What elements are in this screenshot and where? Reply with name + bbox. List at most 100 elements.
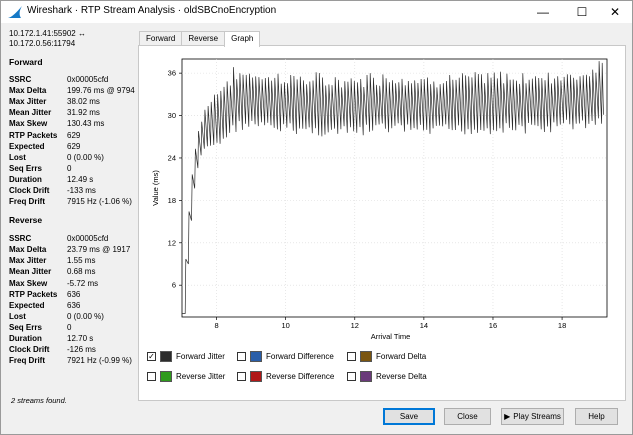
reverse-stat-value: 7921 Hz (-0.99 %) <box>67 356 132 366</box>
forward-stat-value: 130.43 ms <box>67 119 105 129</box>
x-tick-label: 16 <box>489 321 497 330</box>
reverse-stat-row: Lost 0 (0.00 %) <box>9 311 132 322</box>
reverse-stat-label: RTP Packets <box>9 289 58 299</box>
reverse-stat-label: Clock Drift <box>9 345 50 355</box>
forward-stat-value: 12.49 s <box>67 174 94 184</box>
reverse-stat-row: Max Delta 23.79 ms @ 1917 <box>9 244 132 255</box>
reverse-stat-label: Duration <box>9 334 42 344</box>
forward-stat-label: Max Skew <box>9 119 48 129</box>
legend-reverse-jitter[interactable]: Reverse Jitter <box>147 371 225 382</box>
y-tick-label: 6 <box>172 281 176 290</box>
tab-bar: Forward Reverse Graph <box>139 31 261 47</box>
tab-graph[interactable]: Graph <box>224 31 261 47</box>
graph-pane: 8 10 12 14 16 18 6 12 18 24 30 36 Arrival Time Value … <box>138 45 626 401</box>
forward-stat-label: Duration <box>9 174 42 184</box>
reverse-stat-label: Seq Errs <box>9 322 42 332</box>
reverse-stat-label: SSRC <box>9 234 32 244</box>
legend-reverse-difference[interactable]: Reverse Difference <box>237 371 334 382</box>
save-button[interactable]: Save <box>383 408 435 425</box>
forward-stat-label: Freq Drift <box>9 197 45 207</box>
y-tick-label: 12 <box>168 238 176 247</box>
reverse-jitter-checkbox[interactable] <box>147 372 156 381</box>
reverse-stat-value: 23.79 ms @ 1917 <box>67 245 131 255</box>
forward-stat-row: Max Jitter 38.02 ms <box>9 96 135 107</box>
legend-reverse-delta[interactable]: Reverse Delta <box>347 371 427 382</box>
reverse-stats-table: SSRC 0x00005cfd Max Delta 23.79 ms @ 1917 Ma… <box>9 233 132 366</box>
reverse-stat-row: SSRC 0x00005cfd <box>9 233 132 244</box>
reverse-stat-label: Max Jitter <box>9 256 47 266</box>
reverse-difference-checkbox[interactable] <box>237 372 246 381</box>
maximize-button[interactable]: ☐ <box>576 5 588 19</box>
y-tick-label: 18 <box>168 196 176 205</box>
legend-forward-jitter[interactable]: ✓ Forward Jitter <box>147 351 225 362</box>
forward-stat-label: RTP Packets <box>9 130 58 140</box>
forward-jitter-checkbox[interactable]: ✓ <box>147 352 156 361</box>
forward-stat-row: Lost 0 (0.00 %) <box>9 152 135 163</box>
connection-endpoint-2: 10.172.0.56:11794 <box>9 39 76 48</box>
x-axis-label: Arrival Time <box>371 332 411 341</box>
forward-jitter-label: Forward Jitter <box>176 352 225 361</box>
y-axis-label: Value (ms) <box>151 170 160 206</box>
reverse-jitter-swatch <box>160 371 172 382</box>
reverse-stat-label: Max Delta <box>9 245 47 255</box>
reverse-stat-label: Max Skew <box>9 278 48 288</box>
reverse-difference-label: Reverse Difference <box>266 372 335 381</box>
window-title: Wireshark · RTP Stream Analysis · oldSBC… <box>27 5 277 16</box>
reverse-stat-row: Clock Drift -126 ms <box>9 344 132 355</box>
reverse-stat-value: 0 (0.00 %) <box>67 311 104 321</box>
tab-forward[interactable]: Forward <box>139 31 183 46</box>
plot-area <box>181 58 608 318</box>
reverse-stat-value: 636 <box>67 289 81 299</box>
forward-stat-value: -133 ms <box>67 185 96 195</box>
forward-jitter-series-line <box>182 61 604 314</box>
x-tick-label: 8 <box>214 321 218 330</box>
forward-stat-row: Expected 629 <box>9 141 135 152</box>
reverse-stat-label: Lost <box>9 311 26 321</box>
forward-stat-value: 629 <box>67 141 81 151</box>
streams-found-status: 2 streams found. <box>11 396 67 405</box>
forward-stat-value: 629 <box>67 130 81 140</box>
legend-forward-delta[interactable]: Forward Delta <box>347 351 426 362</box>
tab-reverse[interactable]: Reverse <box>181 31 226 46</box>
reverse-delta-swatch <box>360 371 372 382</box>
forward-delta-checkbox[interactable] <box>347 352 356 361</box>
close-button[interactable]: Close <box>444 408 491 425</box>
title-bar[interactable]: Wireshark · RTP Stream Analysis · oldSBC… <box>1 1 632 23</box>
forward-stat-row: Duration 12.49 s <box>9 174 135 185</box>
forward-stat-value: 0x00005cfd <box>67 75 109 85</box>
x-tick-label: 18 <box>558 321 566 330</box>
forward-stat-value: 31.92 ms <box>67 108 100 118</box>
forward-delta-label: Forward Delta <box>376 352 427 361</box>
reverse-delta-label: Reverse Delta <box>376 372 427 381</box>
reverse-stat-value: 636 <box>67 300 81 310</box>
play-streams-button[interactable]: ▶ Play Streams <box>501 408 564 425</box>
forward-stat-row: Max Delta 199.76 ms @ 9794 <box>9 85 135 96</box>
forward-stat-row: RTP Packets 629 <box>9 129 135 140</box>
reverse-delta-checkbox[interactable] <box>347 372 356 381</box>
minimize-button[interactable]: — <box>537 5 549 19</box>
reverse-stat-row: Duration 12.70 s <box>9 333 132 344</box>
forward-stat-row: Freq Drift 7915 Hz (-1.06 %) <box>9 196 135 207</box>
reverse-stat-value: -5.72 ms <box>67 278 99 288</box>
forward-stat-value: 38.02 ms <box>67 97 100 107</box>
forward-stat-value: 0 <box>67 163 72 173</box>
forward-stat-label: Seq Errs <box>9 163 42 173</box>
legend-forward-difference[interactable]: Forward Difference <box>237 351 334 362</box>
forward-difference-checkbox[interactable] <box>237 352 246 361</box>
reverse-difference-swatch <box>250 371 262 382</box>
y-tick-label: 30 <box>168 111 176 120</box>
reverse-stat-value: 1.55 ms <box>67 256 96 266</box>
forward-stat-value: 0 (0.00 %) <box>67 152 104 162</box>
forward-stat-row: Max Skew 130.43 ms <box>9 118 135 129</box>
jitter-graph[interactable]: 8 10 12 14 16 18 6 12 18 24 30 36 Arrival Time Value … <box>139 46 625 346</box>
forward-jitter-swatch <box>160 351 172 362</box>
reverse-stat-row: Max Skew -5.72 ms <box>9 278 132 289</box>
y-tick-label: 24 <box>168 153 176 162</box>
wireshark-fin-icon <box>8 6 22 18</box>
forward-stat-label: SSRC <box>9 75 32 85</box>
reverse-stat-row: RTP Packets 636 <box>9 289 132 300</box>
close-window-button[interactable]: ✕ <box>609 5 621 19</box>
connection-endpoint-1: 10.172.1.41:55902 ↔ <box>9 29 86 38</box>
help-button[interactable]: Help <box>575 408 618 425</box>
